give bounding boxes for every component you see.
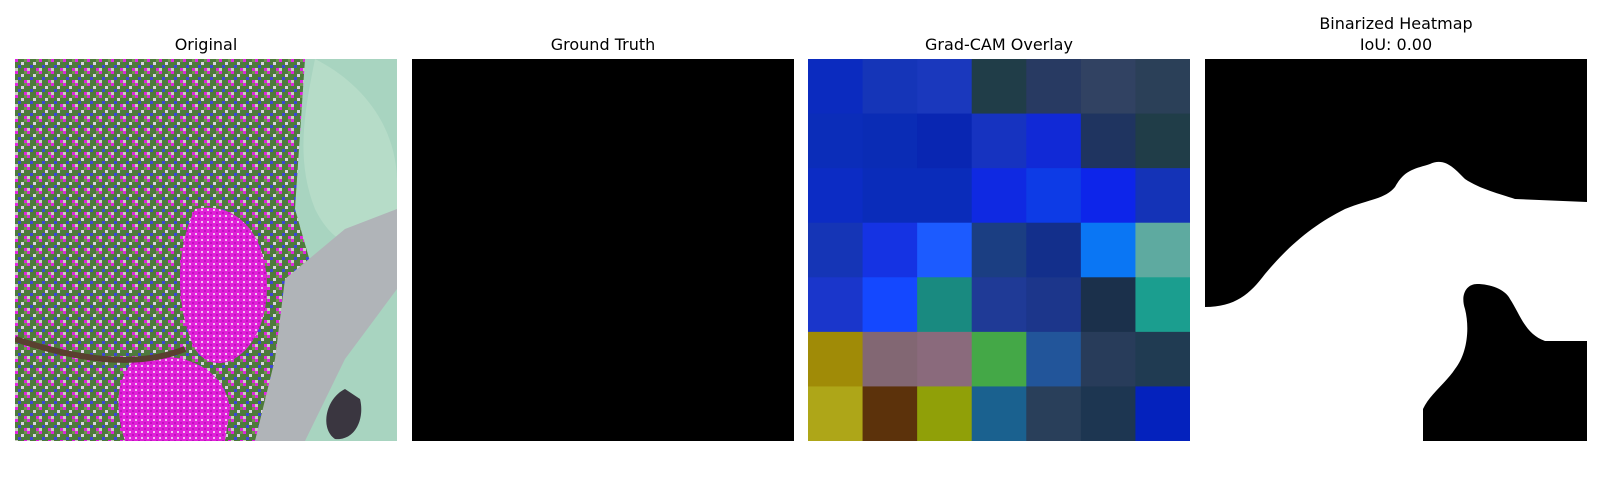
gradcam-cell xyxy=(971,113,1027,169)
gradcam-cell xyxy=(1026,386,1082,441)
gradcam-cell xyxy=(1080,113,1136,169)
panel-title-gradcam-overlay: Grad-CAM Overlay xyxy=(925,35,1073,54)
heatmap-foreground-region xyxy=(1205,161,1587,441)
gradcam-cell xyxy=(862,113,918,169)
gradcam-cell xyxy=(1026,331,1082,387)
panel-title-binarized-heatmap: Binarized Heatmap IoU: 0.00 xyxy=(1205,13,1587,55)
gradcam-cell xyxy=(862,59,918,115)
gradcam-cell xyxy=(917,277,973,333)
gradcam-cell xyxy=(808,222,864,278)
gradcam-cell xyxy=(1135,222,1190,278)
gradcam-cell xyxy=(1080,59,1136,115)
gradcam-cell xyxy=(917,113,973,169)
gradcam-cell xyxy=(1026,168,1082,224)
gradcam-cell xyxy=(1135,386,1190,441)
gradcam-cell xyxy=(862,222,918,278)
gradcam-cell xyxy=(1135,331,1190,387)
gradcam-cell xyxy=(808,168,864,224)
gradcam-cell xyxy=(1135,113,1190,169)
gradcam-cell xyxy=(1080,277,1136,333)
gradcam-cell xyxy=(917,168,973,224)
panel-title-ground-truth: Ground Truth xyxy=(550,35,656,54)
gradcam-cell xyxy=(971,59,1027,115)
gradcam-cell xyxy=(1026,222,1082,278)
gradcam-cell xyxy=(862,386,918,441)
gradcam-cell xyxy=(862,277,918,333)
gradcam-cell xyxy=(971,277,1027,333)
gradcam-cell xyxy=(1135,59,1190,115)
gradcam-cell xyxy=(1080,386,1136,441)
gradcam-cell xyxy=(808,113,864,169)
gradcam-cell xyxy=(1135,168,1190,224)
gradcam-cell xyxy=(971,168,1027,224)
panel-title: Binarized Heatmap xyxy=(1319,14,1473,33)
gradcam-overlay xyxy=(808,59,1190,441)
panel-title-original: Original xyxy=(174,35,238,54)
gradcam-cell xyxy=(1135,277,1190,333)
gradcam-cell xyxy=(971,331,1027,387)
gradcam-cell xyxy=(1080,331,1136,387)
binarized-heatmap xyxy=(1205,59,1587,441)
gradcam-cell xyxy=(1080,222,1136,278)
gradcam-cell xyxy=(808,386,864,441)
gradcam-cell xyxy=(808,331,864,387)
iou-score: IoU: 0.00 xyxy=(1359,35,1433,54)
gradcam-cell xyxy=(917,59,973,115)
gradcam-cell xyxy=(808,277,864,333)
gradcam-cell xyxy=(862,331,918,387)
gradcam-cell xyxy=(808,59,864,115)
gradcam-cell xyxy=(971,222,1027,278)
gradcam-cell xyxy=(1080,168,1136,224)
gradcam-cell xyxy=(1026,277,1082,333)
gradcam-cell xyxy=(862,168,918,224)
gradcam-cell xyxy=(917,386,973,441)
gradcam-cell xyxy=(1026,113,1082,169)
gradcam-cell xyxy=(917,331,973,387)
gradcam-cell xyxy=(1026,59,1082,115)
ground-truth-mask xyxy=(412,59,794,441)
gradcam-cell xyxy=(971,386,1027,441)
gradcam-cell xyxy=(917,222,973,278)
original-image xyxy=(15,59,397,441)
